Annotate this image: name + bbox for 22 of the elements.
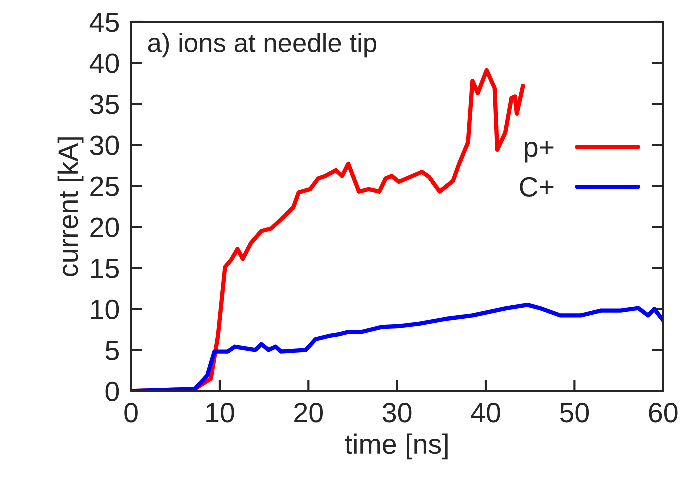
y-tick-label: 35 <box>90 94 120 114</box>
y-axis-title: current [kA] <box>58 138 84 276</box>
x-tick-label: 40 <box>471 403 500 423</box>
y-tick-label: 40 <box>90 54 120 74</box>
y-tick-label: 30 <box>90 136 120 156</box>
x-tick-label: 50 <box>560 403 590 423</box>
x-tick-label: 30 <box>382 403 412 423</box>
y-tick-label: 0 <box>106 382 120 402</box>
y-tick-label: 25 <box>90 176 120 196</box>
y-tick-label: 15 <box>91 259 120 278</box>
y-tick-label: 45 <box>90 12 120 32</box>
x-tick-label: 60 <box>649 403 678 423</box>
y-tick-label: 5 <box>106 341 120 361</box>
legend-label: p+ <box>525 140 554 163</box>
x-tick-label: 20 <box>294 403 324 423</box>
legend-label: C+ <box>520 177 554 198</box>
annotation: a) ions at needle tip <box>148 33 376 58</box>
x-tick-label: 0 <box>124 403 138 423</box>
y-tick-label: 10 <box>91 300 120 320</box>
y-tick-label: 20 <box>90 218 120 238</box>
x-tick-label: 10 <box>206 403 234 423</box>
x-axis-title: time [ns] <box>345 434 448 460</box>
